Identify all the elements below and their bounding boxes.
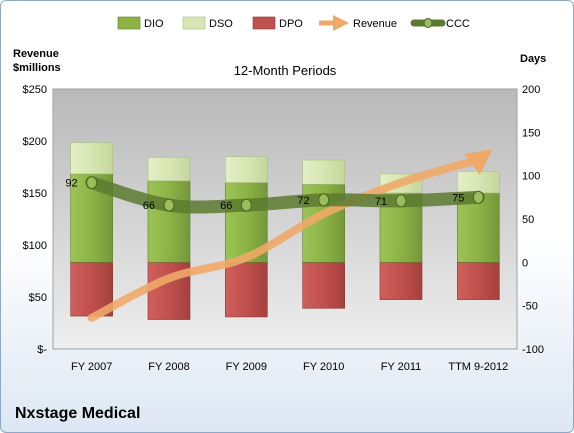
category-label: FY 2007 — [71, 361, 112, 373]
ccc-point — [395, 194, 407, 208]
plot-area — [52, 88, 518, 350]
ccc-line — [85, 176, 485, 214]
right-tick-label: 100 — [522, 171, 540, 183]
bar-dso — [147, 157, 191, 182]
bar-dio — [147, 180, 191, 263]
ccc-data-label: 72 — [297, 195, 309, 207]
legend-label-dso: DSO — [209, 18, 233, 30]
ccc-point — [240, 198, 252, 212]
bar-dpo — [379, 262, 423, 300]
legend-label-revenue: Revenue — [353, 18, 397, 30]
right-tick-label: -100 — [522, 344, 544, 356]
ccc-point — [472, 190, 484, 204]
left-tick-label: $100 — [23, 240, 47, 252]
left-tick-label: $50 — [29, 292, 47, 304]
category-label: TTM 9-2012 — [448, 361, 508, 373]
bar-dpo — [457, 262, 500, 300]
right-axis-title: Days — [520, 53, 546, 65]
legend-swatch-dpo — [252, 16, 276, 30]
right-tick-label: 50 — [522, 214, 534, 226]
bar-dso — [457, 171, 500, 194]
right-tick-label: 200 — [522, 84, 540, 96]
legend-swatch-ccc-marker — [423, 18, 433, 28]
ccc-data-label: 71 — [375, 196, 387, 208]
left-tick-label: $200 — [23, 136, 47, 148]
chart-title: 12-Month Periods — [234, 63, 337, 78]
legend-label-dio: DIO — [144, 18, 164, 30]
category-label: FY 2011 — [381, 361, 422, 373]
bar-dso — [225, 156, 268, 183]
left-tick-label: $150 — [23, 188, 47, 200]
legend-swatch-dso — [182, 16, 206, 30]
ccc-data-label: 66 — [220, 200, 232, 212]
ccc-data-label: 66 — [143, 200, 155, 212]
ccc-point — [86, 176, 98, 190]
right-tick-label: 0 — [522, 257, 528, 269]
category-label: FY 2010 — [303, 361, 344, 373]
category-label: FY 2008 — [148, 361, 189, 373]
left-tick-label: $- — [37, 344, 47, 356]
left-axis-title-line1: Revenue — [13, 48, 59, 60]
category-label: FY 2009 — [226, 361, 267, 373]
left-tick-label: $250 — [23, 84, 47, 96]
legend-label-ccc: CCC — [446, 18, 470, 30]
ccc-point — [318, 193, 330, 207]
right-tick-label: -50 — [522, 301, 538, 313]
ccc-data-label: 75 — [452, 192, 464, 204]
bar-dso — [70, 142, 113, 175]
revenue-arrow — [87, 149, 493, 322]
legend-label-dpo: DPO — [279, 18, 303, 30]
ccc-point — [163, 198, 175, 212]
company-name: Nxstage Medical — [15, 405, 141, 422]
bar-dpo — [302, 262, 345, 309]
ccc-data-label: 92 — [65, 178, 77, 190]
legend-swatch-dio — [117, 16, 141, 30]
bar-dso — [302, 159, 345, 185]
right-tick-label: 150 — [522, 127, 540, 139]
bar-dpo — [225, 262, 268, 318]
left-axis-title-line2: $millions — [13, 62, 61, 74]
